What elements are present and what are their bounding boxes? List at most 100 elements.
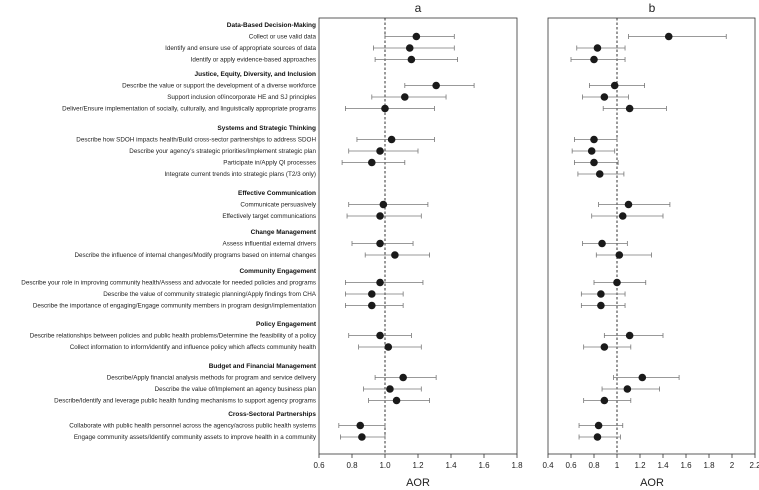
aor-point — [405, 44, 414, 52]
x-tick-label: 1.2 — [634, 461, 646, 470]
aor-point — [432, 81, 440, 90]
aor-point — [368, 301, 376, 310]
row-label: Describe the importance of engaging/Enga… — [33, 303, 317, 310]
x-tick-label: 1.8 — [511, 461, 523, 470]
panel-a-label: a — [415, 1, 422, 15]
aor-point — [610, 81, 619, 90]
aor-point — [600, 343, 609, 351]
row-label: Describe/Apply financial analysis method… — [107, 375, 317, 382]
row-label: Assess influential external drivers — [223, 241, 316, 248]
aor-point — [376, 212, 384, 220]
group-header: Systems and Strategic Thinking — [217, 125, 316, 132]
row-label: Support inclusion of/incorporate HE and … — [167, 94, 316, 101]
group-header: Community Engagement — [239, 268, 316, 275]
aor-point — [376, 331, 384, 340]
row-label: Collect or use valid data — [249, 34, 317, 41]
row-label: Describe your agency's strategic priorit… — [129, 148, 316, 155]
row-label: Collaborate with public health personnel… — [69, 423, 316, 430]
aor-point — [356, 421, 365, 430]
aor-point — [593, 433, 602, 441]
row-label: Effectively target communications — [222, 213, 316, 220]
aor-point — [595, 170, 604, 178]
x-tick-label: 1.6 — [680, 461, 692, 470]
aor-point — [597, 301, 605, 310]
x-tick-label: 2.2 — [749, 461, 759, 470]
aor-point — [638, 373, 647, 382]
group-header: Effective Communication — [238, 190, 316, 197]
row-label: Describe how SDOH impacts health/Build c… — [76, 137, 316, 144]
row-label: Describe the value of community strategi… — [103, 291, 317, 298]
x-tick-label: 0.8 — [346, 461, 358, 470]
group-header: Data-Based Decision-Making — [227, 22, 316, 29]
row-label: Communicate persuasively — [240, 202, 316, 209]
aor-point — [376, 239, 384, 248]
row-label: Describe the value of/Implement an agenc… — [155, 386, 317, 393]
aor-point — [376, 147, 384, 155]
aor-point — [597, 290, 605, 298]
group-header: Justice, Equity, Diversity, and Inclusio… — [195, 71, 317, 78]
x-tick-label: 0.4 — [542, 461, 554, 470]
aor-point — [391, 251, 399, 259]
row-label: Describe the value or support the develo… — [122, 83, 316, 90]
row-label: Collect information to inform/identify a… — [70, 344, 317, 351]
aor-point — [412, 32, 421, 41]
group-header: Policy Engagement — [256, 321, 317, 328]
aor-point — [593, 44, 602, 52]
aor-point — [399, 373, 407, 382]
aor-point — [392, 396, 401, 405]
aor-point — [625, 104, 634, 113]
aor-point — [623, 385, 632, 393]
aor-point — [407, 55, 416, 64]
row-label: Describe/Identify and leverage public he… — [54, 398, 316, 405]
aor-point — [358, 433, 366, 441]
group-header: Cross-Sectoral Partnerships — [228, 411, 316, 418]
aor-point — [615, 251, 624, 259]
x-tick-label: 1.2 — [412, 461, 424, 470]
aor-point — [590, 135, 598, 144]
row-label: Describe relationships between policies … — [30, 333, 317, 340]
aor-point — [590, 158, 598, 167]
row-label: Describe your role in improving communit… — [21, 280, 316, 287]
row-label: Integrate current trends into strategic … — [164, 171, 316, 178]
panel-a-xlabel: AOR — [406, 477, 430, 489]
aor-point — [386, 385, 394, 393]
x-tick-label: 1.4 — [657, 461, 669, 470]
aor-point — [381, 104, 389, 113]
aor-point — [613, 278, 621, 287]
aor-point — [600, 93, 609, 101]
x-tick-label: 1.4 — [445, 461, 457, 470]
aor-point — [376, 278, 384, 287]
aor-point — [387, 135, 396, 144]
row-label: Deliver/Ensure implementation of sociall… — [62, 106, 316, 113]
aor-point — [590, 55, 598, 64]
row-label: Participate in/Apply QI processes — [223, 160, 316, 167]
aor-point — [379, 200, 388, 209]
aor-point — [600, 396, 609, 405]
aor-point — [368, 158, 376, 167]
x-tick-label: 0.8 — [588, 461, 600, 470]
row-label: Identify or apply evidence-based approac… — [191, 57, 316, 64]
row-label: Describe the influence of internal chang… — [74, 252, 316, 259]
aor-point — [598, 239, 606, 248]
x-tick-label: 1.8 — [703, 461, 715, 470]
x-tick-label: 2 — [730, 461, 735, 470]
row-labels: Data-Based Decision-Making Collect or use… — [21, 22, 317, 441]
panel-a: a AOR 0.6 0.8 1.0 1.2 1.4 1.6 1.8 — [313, 1, 523, 489]
aor-point — [587, 147, 596, 155]
aor-point — [664, 32, 673, 41]
aor-point — [401, 93, 409, 101]
x-tick-label: 1 — [615, 461, 620, 470]
row-label: Engage community assets/Identify communi… — [74, 434, 317, 441]
aor-point — [625, 331, 634, 340]
aor-point — [594, 421, 603, 430]
x-tick-label: 1.6 — [478, 461, 490, 470]
x-tick-label: 0.6 — [313, 461, 325, 470]
aor-point — [618, 212, 627, 220]
panel-b-xlabel: AOR — [640, 477, 664, 489]
panel-b-label: b — [649, 1, 656, 15]
x-tick-label: 0.6 — [565, 461, 577, 470]
aor-point — [624, 200, 633, 209]
x-tick-label: 1.0 — [379, 461, 391, 470]
row-label: Identify and ensure use of appropriate s… — [165, 45, 316, 52]
panel-b-frame — [547, 17, 756, 455]
